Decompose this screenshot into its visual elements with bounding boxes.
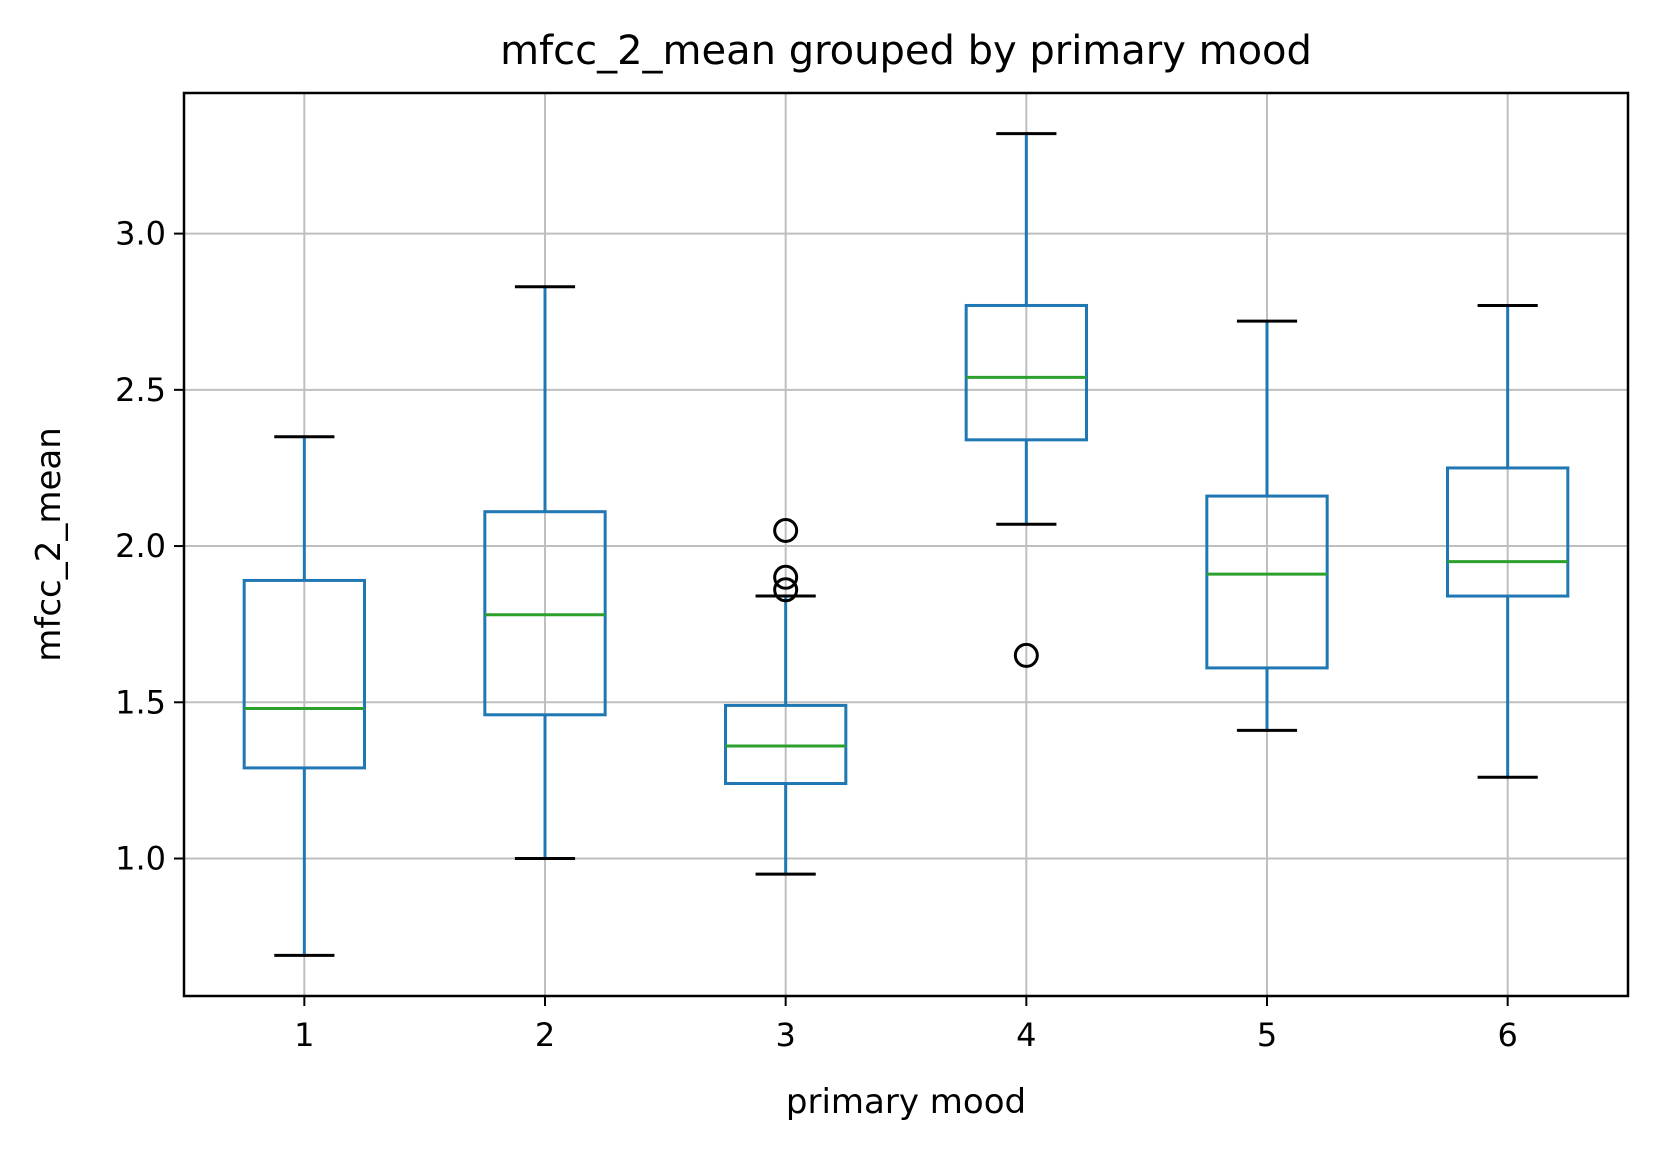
box-group-3 [724,517,848,876]
x-tick-label: 2 [535,1016,555,1054]
box-group-2 [483,285,607,861]
y-axis-label: mfcc_2_mean [29,427,69,662]
outlier-point [1013,642,1039,668]
y-tick-label: 2.5 [115,371,166,409]
y-tick-label: 1.5 [115,683,166,721]
iqr-box [242,578,367,770]
iqr-box [1446,466,1570,598]
y-tick-label: 2.0 [115,527,166,565]
plot-area-frame [182,91,1630,998]
outlier-point [773,517,799,543]
y-tick-label: 1.0 [115,840,166,878]
axis-ticks: 1.0 1.5 2.0 2.5 3.0 1 2 3 4 5 6 [115,215,1518,1054]
box-group-6 [1446,303,1570,779]
iqr-box [483,510,607,717]
box-group-1 [242,435,367,957]
iqr-box [724,703,848,786]
outlier-point [773,577,799,603]
x-tick-label: 5 [1257,1016,1277,1054]
iqr-box [1205,494,1329,670]
x-tick-label: 1 [294,1016,314,1054]
x-tick-label: 6 [1497,1016,1517,1054]
outlier-point [773,564,799,590]
chart-title: mfcc_2_mean grouped by primary mood [500,28,1312,74]
y-tick-label: 3.0 [115,215,166,253]
x-axis-label: primary mood [786,1082,1026,1122]
x-tick-label: 3 [775,1016,795,1054]
box-group-5 [1205,319,1329,732]
x-tick-label: 4 [1016,1016,1036,1054]
box-series [242,132,1570,957]
box-group-4 [964,132,1089,668]
iqr-box [964,303,1089,442]
